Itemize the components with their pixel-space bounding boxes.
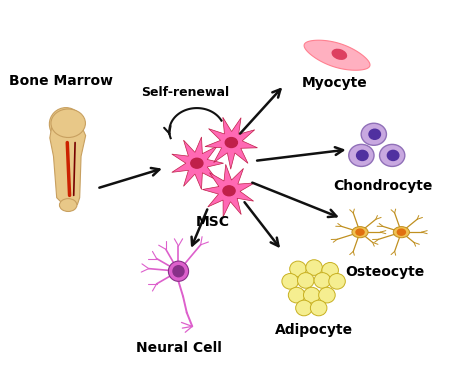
Ellipse shape bbox=[303, 287, 320, 303]
Circle shape bbox=[173, 266, 184, 277]
Ellipse shape bbox=[223, 186, 235, 196]
Ellipse shape bbox=[298, 273, 314, 288]
Text: Bone Marrow: Bone Marrow bbox=[9, 74, 113, 87]
Polygon shape bbox=[202, 164, 255, 217]
Ellipse shape bbox=[352, 227, 368, 238]
Circle shape bbox=[168, 261, 189, 281]
Ellipse shape bbox=[356, 150, 368, 161]
Ellipse shape bbox=[319, 287, 335, 303]
Ellipse shape bbox=[59, 199, 77, 211]
Text: Neural Cell: Neural Cell bbox=[136, 341, 221, 355]
Text: Self-renewal: Self-renewal bbox=[141, 86, 229, 99]
Polygon shape bbox=[205, 117, 257, 169]
Ellipse shape bbox=[296, 300, 312, 316]
Ellipse shape bbox=[356, 229, 364, 235]
Ellipse shape bbox=[191, 158, 203, 168]
Ellipse shape bbox=[397, 229, 405, 235]
Ellipse shape bbox=[322, 262, 338, 278]
Ellipse shape bbox=[314, 273, 330, 288]
Ellipse shape bbox=[306, 260, 322, 275]
Ellipse shape bbox=[290, 261, 306, 277]
Ellipse shape bbox=[310, 300, 327, 316]
Polygon shape bbox=[172, 137, 224, 190]
Text: Myocyte: Myocyte bbox=[302, 76, 368, 90]
Ellipse shape bbox=[361, 123, 386, 145]
Polygon shape bbox=[50, 122, 86, 207]
Ellipse shape bbox=[49, 107, 82, 141]
Ellipse shape bbox=[393, 227, 410, 238]
Ellipse shape bbox=[349, 144, 374, 166]
Ellipse shape bbox=[369, 129, 381, 139]
Text: Adipocyte: Adipocyte bbox=[275, 323, 353, 337]
Text: Chondrocyte: Chondrocyte bbox=[333, 179, 433, 193]
Ellipse shape bbox=[282, 274, 299, 289]
Ellipse shape bbox=[51, 109, 85, 138]
Ellipse shape bbox=[387, 150, 399, 161]
Ellipse shape bbox=[332, 49, 346, 59]
Ellipse shape bbox=[225, 138, 237, 147]
Text: Osteocyte: Osteocyte bbox=[346, 265, 425, 279]
Ellipse shape bbox=[380, 144, 405, 166]
Ellipse shape bbox=[288, 287, 305, 303]
Text: MSC: MSC bbox=[196, 215, 230, 229]
Ellipse shape bbox=[329, 274, 346, 289]
Polygon shape bbox=[304, 40, 370, 70]
